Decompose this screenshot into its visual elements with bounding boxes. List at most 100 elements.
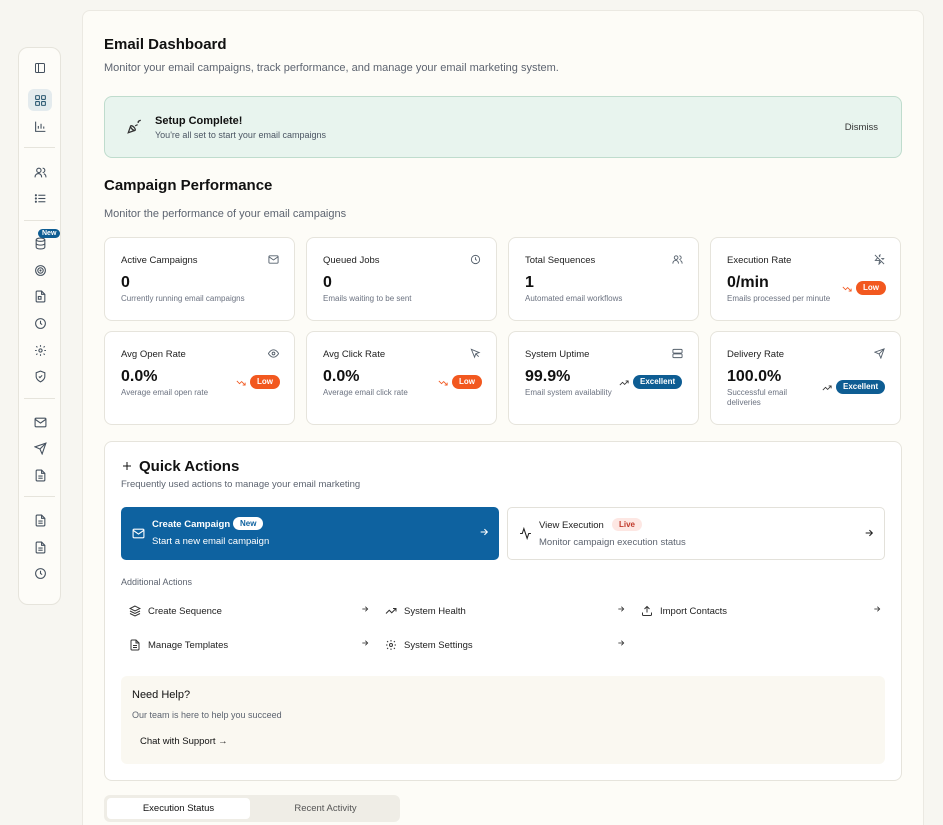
trending-up-icon bbox=[385, 605, 399, 617]
view-execution-label: View Execution bbox=[539, 520, 604, 531]
import-contacts-action[interactable]: Import Contacts bbox=[641, 600, 881, 622]
status-badge: Low bbox=[250, 375, 280, 389]
stat-card-execution-rate[interactable]: Execution Rate 0/min Emails processed pe… bbox=[710, 237, 901, 321]
new-badge: New bbox=[38, 229, 61, 238]
action-label: Import Contacts bbox=[660, 605, 728, 617]
quick-actions-panel: Quick Actions Frequently used actions to… bbox=[104, 441, 902, 781]
dismiss-button[interactable]: Dismiss bbox=[844, 122, 878, 133]
additional-actions-label: Additional Actions bbox=[121, 577, 193, 587]
card-title: Active Campaigns bbox=[121, 255, 198, 266]
trending-down-icon bbox=[438, 378, 448, 388]
mail-icon bbox=[268, 254, 279, 265]
file-icon[interactable] bbox=[28, 285, 52, 307]
status-badge: Excellent bbox=[836, 380, 886, 394]
sidebar-divider bbox=[24, 398, 55, 399]
quick-actions-title: Quick Actions bbox=[139, 458, 240, 475]
card-title: Delivery Rate bbox=[727, 349, 785, 360]
plus-icon bbox=[121, 460, 133, 472]
upload-icon bbox=[641, 605, 655, 617]
section-title: Campaign Performance bbox=[104, 177, 273, 194]
stat-card-queued-jobs[interactable]: Queued Jobs 0 Emails waiting to be sent bbox=[306, 237, 497, 321]
manage-templates-action[interactable]: Manage Templates bbox=[129, 634, 369, 656]
card-desc: Successful email deliveries bbox=[727, 388, 788, 407]
analytics-icon[interactable] bbox=[28, 115, 52, 137]
sidebar-divider bbox=[24, 496, 55, 497]
system-health-action[interactable]: System Health bbox=[385, 600, 625, 622]
system-settings-action[interactable]: System Settings bbox=[385, 634, 625, 656]
banner-title: Setup Complete! bbox=[155, 115, 243, 127]
cursor-icon bbox=[470, 348, 481, 359]
card-desc: Average email open rate bbox=[121, 388, 209, 397]
send-icon[interactable] bbox=[28, 437, 52, 459]
card-value: 0.0% bbox=[121, 368, 158, 385]
settings-icon[interactable] bbox=[28, 339, 52, 361]
list-icon[interactable] bbox=[28, 187, 52, 209]
chat-support-link[interactable]: Chat with Support → bbox=[140, 736, 228, 747]
card-title: Execution Rate bbox=[727, 255, 792, 266]
create-campaign-desc: Start a new email campaign bbox=[152, 536, 270, 547]
status-badge: Excellent bbox=[633, 375, 683, 389]
arrow-right-icon bbox=[479, 527, 489, 537]
card-desc: Emails waiting to be sent bbox=[323, 294, 412, 303]
clock-icon[interactable] bbox=[28, 312, 52, 334]
setup-banner: Setup Complete! You're all set to start … bbox=[104, 96, 902, 158]
banner-message: You're all set to start your email campa… bbox=[155, 130, 326, 140]
users-icon bbox=[672, 254, 683, 265]
arrow-right-icon bbox=[617, 605, 625, 613]
card-title: Queued Jobs bbox=[323, 255, 380, 266]
sidebar-divider bbox=[24, 147, 55, 148]
create-sequence-action[interactable]: Create Sequence bbox=[129, 600, 369, 622]
zap-off-icon bbox=[874, 254, 885, 265]
arrow-right-icon bbox=[617, 639, 625, 647]
stat-card-system-uptime[interactable]: System Uptime 99.9% Email system availab… bbox=[508, 331, 699, 425]
stat-card-active-campaigns[interactable]: Active Campaigns 0 Currently running ema… bbox=[104, 237, 295, 321]
action-label: Create Sequence bbox=[148, 605, 222, 617]
page-subtitle: Monitor your email campaigns, track perf… bbox=[104, 62, 559, 74]
view-execution-button[interactable]: View Execution Live Monitor campaign exe… bbox=[507, 507, 885, 560]
dashboard-icon[interactable] bbox=[28, 89, 52, 111]
card-desc: Email system availability bbox=[525, 388, 612, 397]
stat-card-total-sequences[interactable]: Total Sequences 1 Automated email workfl… bbox=[508, 237, 699, 321]
document-icon[interactable] bbox=[28, 536, 52, 558]
panel-toggle-icon[interactable] bbox=[28, 57, 52, 79]
stat-card-open-rate[interactable]: Avg Open Rate 0.0% Average email open ra… bbox=[104, 331, 295, 425]
action-label: System Health bbox=[404, 605, 466, 617]
card-value: 100.0% bbox=[727, 368, 782, 385]
create-campaign-button[interactable]: Create Campaign New Start a new email ca… bbox=[121, 507, 499, 560]
page-title: Email Dashboard bbox=[104, 36, 227, 53]
trending-down-icon bbox=[842, 284, 852, 294]
action-label: System Settings bbox=[404, 639, 473, 651]
status-badge: Low bbox=[452, 375, 482, 389]
view-execution-desc: Monitor campaign execution status bbox=[539, 537, 686, 548]
card-title: Avg Click Rate bbox=[323, 349, 386, 360]
tab-bar: Execution Status Recent Activity bbox=[104, 795, 400, 822]
quick-actions-subtitle: Frequently used actions to manage your e… bbox=[121, 479, 361, 490]
arrow-right-icon bbox=[361, 605, 369, 613]
sidebar-divider bbox=[24, 220, 55, 221]
history-icon[interactable] bbox=[28, 562, 52, 584]
section-subtitle: Monitor the performance of your email ca… bbox=[104, 208, 347, 220]
mail-icon[interactable] bbox=[28, 411, 52, 433]
target-icon[interactable] bbox=[28, 259, 52, 281]
card-value: 0 bbox=[121, 274, 130, 291]
layers-icon bbox=[129, 605, 143, 617]
document-icon[interactable] bbox=[28, 464, 52, 486]
sidebar: New bbox=[18, 47, 61, 605]
tab-recent-activity[interactable]: Recent Activity bbox=[294, 803, 357, 814]
stat-card-click-rate[interactable]: Avg Click Rate 0.0% Average email click … bbox=[306, 331, 497, 425]
live-badge: Live bbox=[612, 518, 643, 531]
file-text-icon bbox=[129, 639, 143, 651]
arrow-right-icon bbox=[361, 639, 369, 647]
trending-up-icon bbox=[619, 378, 629, 388]
card-value: 1 bbox=[525, 274, 534, 291]
stat-card-delivery-rate[interactable]: Delivery Rate 100.0% Successful email de… bbox=[710, 331, 901, 425]
users-icon[interactable] bbox=[28, 161, 52, 183]
party-popper-icon bbox=[127, 119, 142, 134]
new-badge: New bbox=[233, 517, 264, 530]
tab-execution-status[interactable]: Execution Status bbox=[107, 798, 250, 819]
help-message: Our team is here to help you succeed bbox=[132, 710, 282, 720]
document-icon[interactable] bbox=[28, 509, 52, 531]
help-title: Need Help? bbox=[132, 689, 191, 701]
server-icon bbox=[672, 348, 683, 359]
shield-icon[interactable] bbox=[28, 365, 52, 387]
